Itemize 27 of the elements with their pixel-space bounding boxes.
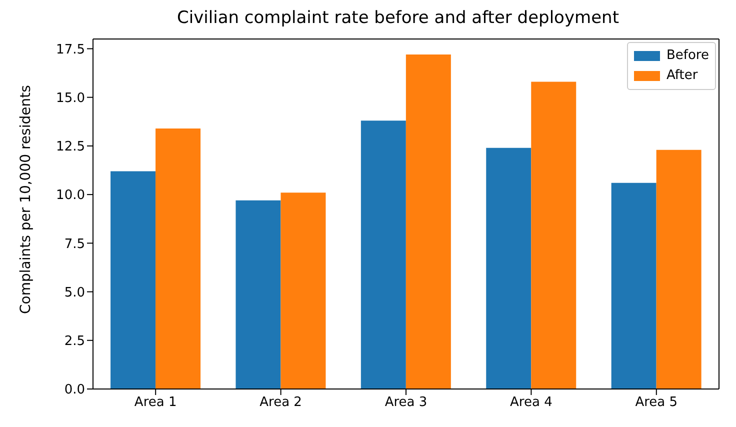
bar (360, 120, 406, 389)
y-tick-label: 12.5 (56, 140, 85, 155)
bar (110, 171, 156, 389)
bar (531, 82, 576, 389)
x-tick-label: Area 3 (384, 395, 428, 410)
bar (156, 128, 201, 389)
chart-title: Civilian complaint rate before and after deployment (176, 8, 620, 30)
x-tick-label: Area 2 (260, 395, 302, 410)
y-tick-label: 10.0 (56, 188, 85, 204)
y-tick-label: 0.0 (64, 382, 85, 398)
y-tick-label: 15.0 (56, 90, 85, 106)
bar (406, 54, 451, 389)
x-tick-label: Area 4 (510, 395, 552, 410)
x-tick-label: Area 5 (635, 395, 678, 410)
bar (486, 148, 532, 389)
legend-label: After (666, 67, 698, 85)
bar (656, 150, 702, 389)
x-tick-label: Area 1 (134, 395, 177, 410)
legend-label: Before (666, 47, 709, 65)
y-tick-label: 17.5 (56, 42, 85, 58)
bar (611, 182, 656, 389)
bar (236, 200, 281, 389)
y-tick-label: 2.5 (64, 334, 85, 350)
bar (280, 192, 326, 389)
y-tick-label: 7.5 (64, 236, 85, 252)
y-tick-label: 5.0 (64, 285, 85, 300)
y-axis-title: Complaints per 10,000 residents (18, 85, 34, 314)
